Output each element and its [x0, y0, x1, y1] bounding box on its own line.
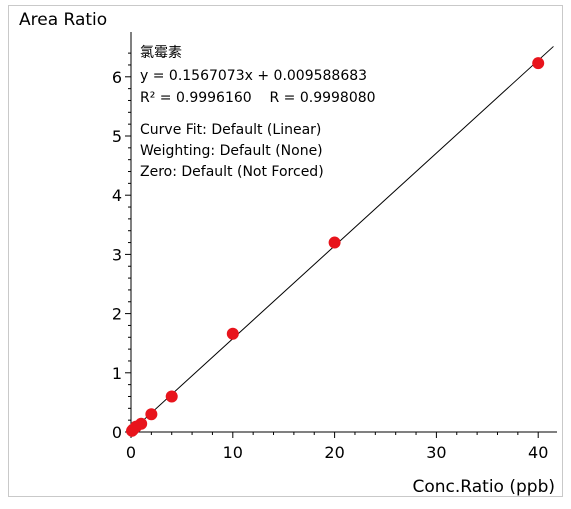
x-tick-label: 20 [324, 443, 344, 462]
fit-line-group [130, 46, 554, 432]
data-point [226, 327, 239, 340]
y-tick-label: 6 [112, 68, 122, 87]
annotation-equation: y = 0.1567073x + 0.009588683 [140, 68, 367, 84]
y-tick-label: 4 [112, 186, 122, 205]
ticks: 0 1 2 3 4 5 6 0 10 20 30 40 [112, 52, 548, 462]
x-tick-label: 30 [426, 443, 446, 462]
y-tick-label: 2 [112, 305, 122, 324]
annotation-curve-fit: Curve Fit: Default (Linear) [140, 122, 321, 138]
chart-frame: 0 1 2 3 4 5 6 0 10 20 30 40 Area Ratio Conc.Ratio (… [8, 5, 563, 497]
x-tick-label: 10 [223, 443, 243, 462]
annotation-compound: 氯霉素 [140, 45, 182, 61]
labels: Area Ratio Conc.Ratio (ppb) 氯霉素 y = 0.15… [19, 10, 555, 497]
axes [130, 32, 557, 433]
y-axis-title: Area Ratio [19, 10, 107, 30]
annotation-r-squared: R² = 0.9996160 R = 0.9998080 [140, 90, 376, 106]
data-points [126, 57, 545, 437]
y-tick-label: 0 [112, 423, 122, 442]
y-tick-label: 5 [112, 127, 122, 146]
calibration-chart: 0 1 2 3 4 5 6 0 10 20 30 40 Area Ratio Conc.Ratio (… [19, 10, 557, 497]
x-tick-label: 40 [528, 443, 548, 462]
data-point [135, 417, 148, 430]
annotation-zero: Zero: Default (Not Forced) [140, 164, 324, 180]
x-tick-label: 0 [126, 443, 136, 462]
y-tick-label: 1 [112, 364, 122, 383]
data-point [532, 57, 545, 70]
y-tick-label: 3 [112, 245, 122, 264]
regression-line [130, 46, 554, 432]
data-point [145, 408, 158, 421]
data-point [328, 236, 341, 249]
data-point [165, 390, 178, 403]
annotation-weighting: Weighting: Default (None) [140, 143, 323, 159]
x-axis-title: Conc.Ratio (ppb) [413, 477, 555, 497]
